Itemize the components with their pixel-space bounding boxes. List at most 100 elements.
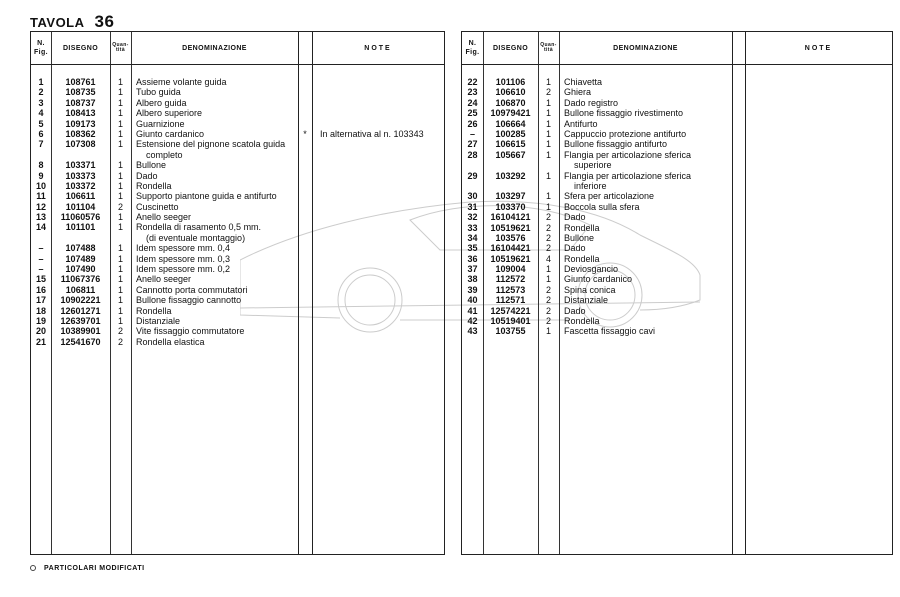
- description-line: Dado: [564, 212, 586, 223]
- fig-number: 2: [38, 87, 44, 98]
- header-fig: N. Fig.: [465, 40, 480, 56]
- header-disegno: DISEGNO: [62, 44, 99, 52]
- description-line: Sfera per articolazione: [564, 191, 655, 202]
- part-number: 16104121: [490, 212, 531, 223]
- description-line: Giunto cardanico: [136, 128, 205, 139]
- fig-number: –: [38, 264, 44, 275]
- description-line: Fascetta fissaggio cavi: [564, 326, 656, 337]
- description: Estensione del pignone scatola guida comp…: [136, 139, 301, 160]
- table-row: 42 10519401 2 Rondella: [462, 316, 892, 326]
- description-continuation: (di eventuale montaggio): [146, 232, 246, 243]
- table-row: 9 103373 1 Dado: [31, 171, 444, 181]
- part-number: 108735: [65, 87, 96, 98]
- description: Bullone fissaggio rivestimento: [564, 108, 734, 118]
- quantity: 1: [545, 191, 551, 202]
- part-number: 103370: [495, 201, 526, 212]
- description: Rondella di rasamento 0,5 mm. (di eventua…: [136, 222, 301, 243]
- table-row: 13 11060576 1 Anello seeger: [31, 212, 444, 222]
- part-number: 103576: [495, 232, 526, 243]
- description-line: Anello seeger: [136, 274, 192, 285]
- table-row: – 107488 1 Idem spessore mm. 0,4: [31, 243, 444, 253]
- header-quantita: Quan-tità: [540, 42, 557, 53]
- part-number: 100285: [495, 128, 526, 139]
- quantity: 1: [545, 149, 551, 160]
- header-fig: N. Fig.: [33, 40, 49, 56]
- quantity: 1: [117, 284, 123, 295]
- table-row: 6 108362 1 Giunto cardanico * In alternativa …: [31, 129, 444, 139]
- table-row: 34 103576 2 Bullone: [462, 233, 892, 243]
- description-line: Rondella di rasamento 0,5 mm.: [136, 222, 262, 233]
- description-line: Bullone fissaggio rivestimento: [564, 108, 684, 119]
- table-row: 36 10519621 4 Rondella: [462, 254, 892, 264]
- fig-number: 42: [467, 316, 478, 327]
- part-number: 10519621: [490, 253, 531, 264]
- description: Bullone fissaggio antifurto: [564, 139, 734, 149]
- table-row: 7 107308 1 Estensione del pignone scatola g…: [31, 139, 444, 160]
- part-number: 12639701: [60, 316, 101, 327]
- table-row: 21 12541670 2 Rondella elastica: [31, 337, 444, 347]
- description: Deviosgancio: [564, 264, 734, 274]
- modified-symbol-icon: [30, 565, 36, 572]
- table-row: 40 112571 2 Distanziale: [462, 295, 892, 305]
- quantity: 2: [545, 305, 551, 316]
- table-row: – 107489 1 Idem spessore mm. 0,3: [31, 254, 444, 264]
- fig-number: 40: [467, 295, 478, 306]
- part-number: 101101: [65, 222, 96, 233]
- description: Fascetta fissaggio cavi: [564, 326, 734, 336]
- part-number: 108413: [65, 108, 96, 119]
- rows-right: 22 101106 1 Chiavetta 23 106610 2 Ghiera 24 10687…: [462, 77, 892, 337]
- fig-number: 8: [38, 160, 44, 171]
- table-row: 26 106664 1 Antifurto: [462, 119, 892, 129]
- fig-number: 36: [467, 253, 478, 264]
- table-row: 8 103371 1 Bullone: [31, 160, 444, 170]
- quantity: 2: [545, 87, 551, 98]
- description-line: Dado: [564, 243, 586, 254]
- part-number: 103371: [65, 160, 96, 171]
- description: Albero guida: [136, 98, 301, 108]
- description: Giunto cardanico: [136, 129, 301, 139]
- description: Dado: [564, 306, 734, 316]
- quantity: 1: [117, 274, 123, 285]
- description-line: Boccola sulla sfera: [564, 201, 640, 212]
- quantity: 2: [545, 243, 551, 254]
- table-row: 22 101106 1 Chiavetta: [462, 77, 892, 87]
- quantity: 1: [117, 77, 123, 87]
- part-number: 112571: [495, 295, 526, 306]
- fig-number: 26: [467, 118, 478, 129]
- description-line: Rondella: [136, 180, 172, 191]
- description: Rondella: [564, 254, 734, 264]
- description-line: Distanziale: [136, 316, 181, 327]
- table-row: 41 12574221 2 Dado: [462, 306, 892, 316]
- part-number: 12541670: [60, 336, 101, 347]
- quantity: 2: [117, 326, 123, 337]
- description: Idem spessore mm. 0,4: [136, 243, 301, 253]
- description-continuation: inferiore: [574, 180, 607, 191]
- description: Dado: [136, 171, 301, 181]
- quantity: 2: [545, 316, 551, 327]
- table-row: 3 108737 1 Albero guida: [31, 98, 444, 108]
- description-line: Albero superiore: [136, 108, 203, 119]
- table-row: 31 103370 1 Boccola sulla sfera: [462, 202, 892, 212]
- header-note: NOTE: [804, 44, 833, 52]
- description-line: Tubo guida: [136, 87, 181, 98]
- description-line: Ghiera: [564, 87, 592, 98]
- fig-number: 39: [467, 284, 478, 295]
- quantity: 2: [545, 222, 551, 233]
- quantity: 1: [117, 222, 123, 233]
- part-number: 105667: [495, 149, 526, 160]
- fig-number: 41: [467, 305, 478, 316]
- table-row: 30 103297 1 Sfera per articolazione: [462, 191, 892, 201]
- quantity: 2: [117, 201, 123, 212]
- quantity: 2: [545, 284, 551, 295]
- table-row: 25 10979421 1 Bullone fissaggio rivestiment…: [462, 108, 892, 118]
- description-line: Dado: [564, 305, 586, 316]
- quantity: 1: [117, 253, 123, 264]
- description: Flangia per articolazione sferica superio…: [564, 150, 734, 171]
- quantity: 1: [545, 118, 551, 129]
- description-line: Bullone: [564, 232, 595, 243]
- description: Rondella: [564, 223, 734, 233]
- description-line: Supporto piantone guida e antifurto: [136, 191, 277, 202]
- description: Rondella: [564, 316, 734, 326]
- part-number: 11060576: [60, 212, 101, 223]
- quantity: 1: [545, 139, 551, 150]
